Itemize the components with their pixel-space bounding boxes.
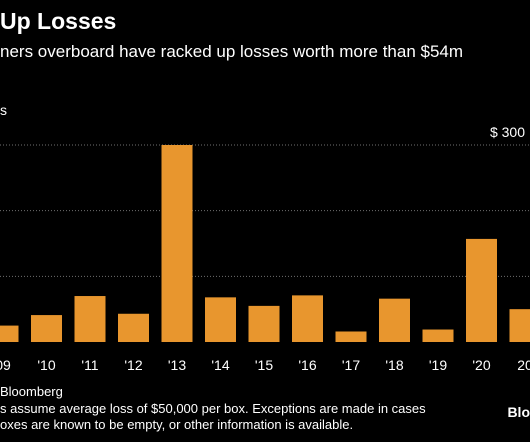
x-tick-label: '15 [255,357,273,373]
x-tick-label: '19 [429,357,447,373]
x-tick-label: 09 [0,357,11,373]
y-tick-label: $ 300 [490,124,525,140]
bar [422,329,454,342]
chart-subtitle: ners overboard have racked up losses wor… [0,42,464,61]
source-note: Bloomberg [0,384,63,399]
x-tick-label: '12 [124,357,142,373]
bar [161,145,193,342]
bloomberg-logo: Blo [507,404,530,420]
x-tick-label: '16 [298,357,316,373]
bar [31,315,62,342]
x-tick-label: '11 [81,357,98,373]
x-tick-label: 20 [517,357,530,373]
x-tick-label: '14 [211,357,229,373]
footnote-line-1: s assume average loss of $50,000 per box… [0,401,426,416]
bar [335,331,367,342]
bar [248,305,280,342]
bar [74,296,106,342]
bar [0,325,19,342]
bar [466,238,497,342]
bar [118,313,149,342]
bar [205,297,236,342]
x-tick-label: '13 [168,357,186,373]
x-tick-label: '10 [37,357,55,373]
bar [292,295,323,342]
y-axis-label: s [0,102,7,118]
chart-title: Up Losses [0,8,117,34]
x-tick-label: '20 [472,357,490,373]
bar [379,298,410,342]
footnote-line-2: oxes are known to be empty, or other inf… [0,417,354,432]
bar [509,309,530,342]
x-tick-label: '18 [385,357,403,373]
x-tick-label: '17 [342,357,360,373]
